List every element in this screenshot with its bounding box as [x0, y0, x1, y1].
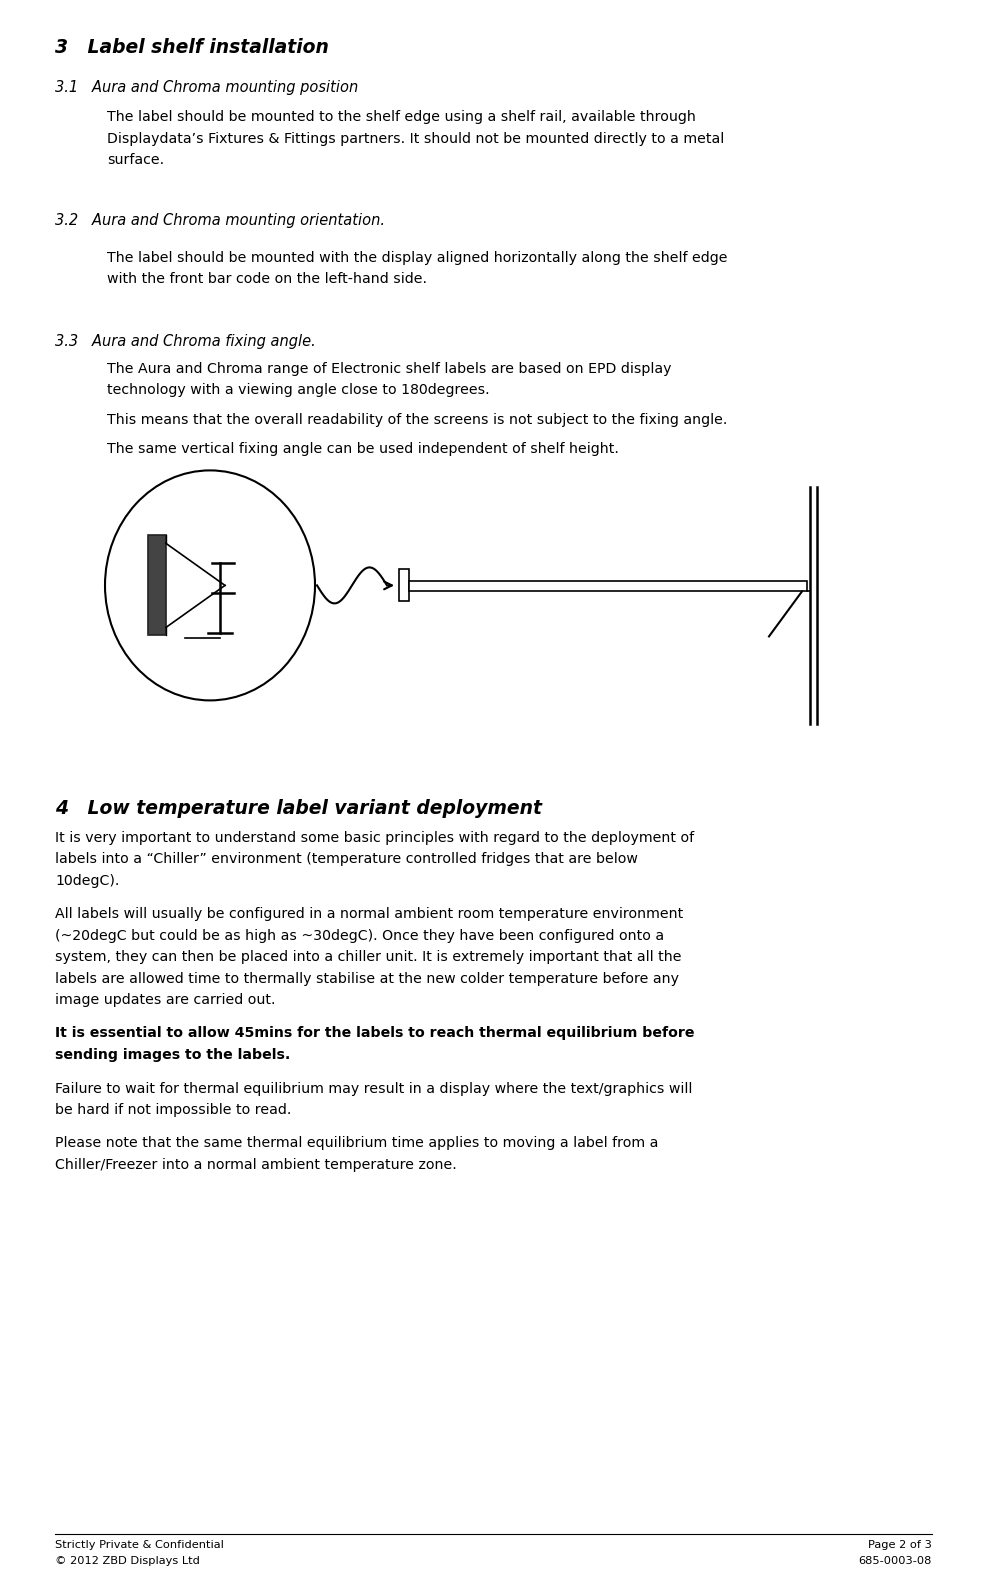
Text: 3.1   Aura and Chroma mounting position: 3.1 Aura and Chroma mounting position [55, 81, 358, 95]
Text: Please note that the same thermal equilibrium time applies to moving a label fro: Please note that the same thermal equili… [55, 1136, 658, 1150]
Text: 3.3   Aura and Chroma fixing angle.: 3.3 Aura and Chroma fixing angle. [55, 334, 316, 348]
Text: Chiller/Freezer into a normal ambient temperature zone.: Chiller/Freezer into a normal ambient te… [55, 1158, 457, 1172]
Text: labels into a “Chiller” environment (temperature controlled fridges that are bel: labels into a “Chiller” environment (tem… [55, 852, 637, 866]
Text: Failure to wait for thermal equilibrium may result in a display where the text/g: Failure to wait for thermal equilibrium … [55, 1082, 691, 1096]
Text: Strictly Private & Confidential: Strictly Private & Confidential [55, 1540, 224, 1551]
Text: image updates are carried out.: image updates are carried out. [55, 993, 275, 1007]
Text: 3   Label shelf installation: 3 Label shelf installation [55, 38, 328, 57]
Text: All labels will usually be configured in a normal ambient room temperature envir: All labels will usually be configured in… [55, 908, 682, 920]
Bar [408, 581, 807, 591]
Text: system, they can then be placed into a chiller unit. It is extremely important t: system, they can then be placed into a c… [55, 950, 680, 965]
Text: surface.: surface. [106, 154, 164, 166]
Text: The same vertical fixing angle can be used independent of shelf height.: The same vertical fixing angle can be us… [106, 442, 618, 456]
Text: The label should be mounted to the shelf edge using a shelf rail, available thro: The label should be mounted to the shelf… [106, 109, 695, 124]
Bar [398, 569, 408, 602]
Text: Displaydata’s Fixtures & Fittings partners. It should not be mounted directly to: Displaydata’s Fixtures & Fittings partne… [106, 131, 724, 146]
Text: The label should be mounted with the display aligned horizontally along the shel: The label should be mounted with the dis… [106, 250, 727, 265]
Text: © 2012 ZBD Displays Ltd: © 2012 ZBD Displays Ltd [55, 1555, 200, 1567]
Text: 10degC).: 10degC). [55, 873, 119, 887]
Text: (~20degC but could be as high as ~30degC). Once they have been configured onto a: (~20degC but could be as high as ~30degC… [55, 928, 664, 942]
Text: Page 2 of 3: Page 2 of 3 [868, 1540, 931, 1551]
Text: labels are allowed time to thermally stabilise at the new colder temperature bef: labels are allowed time to thermally sta… [55, 971, 678, 985]
Text: 3.2   Aura and Chroma mounting orientation.: 3.2 Aura and Chroma mounting orientation… [55, 212, 385, 228]
Bar [148, 535, 166, 635]
Text: technology with a viewing angle close to 180degrees.: technology with a viewing angle close to… [106, 383, 489, 398]
Text: This means that the overall readability of the screens is not subject to the fix: This means that the overall readability … [106, 412, 727, 426]
Text: sending images to the labels.: sending images to the labels. [55, 1049, 290, 1061]
Text: The Aura and Chroma range of Electronic shelf labels are based on EPD display: The Aura and Chroma range of Electronic … [106, 361, 670, 375]
Text: with the front bar code on the left-hand side.: with the front bar code on the left-hand… [106, 272, 427, 287]
Text: 4   Low temperature label variant deployment: 4 Low temperature label variant deployme… [55, 798, 541, 817]
Text: 685-0003-08: 685-0003-08 [858, 1555, 931, 1567]
Text: It is very important to understand some basic principles with regard to the depl: It is very important to understand some … [55, 830, 693, 844]
Text: be hard if not impossible to read.: be hard if not impossible to read. [55, 1102, 291, 1117]
Text: It is essential to allow 45mins for the labels to reach thermal equilibrium befo: It is essential to allow 45mins for the … [55, 1026, 694, 1041]
